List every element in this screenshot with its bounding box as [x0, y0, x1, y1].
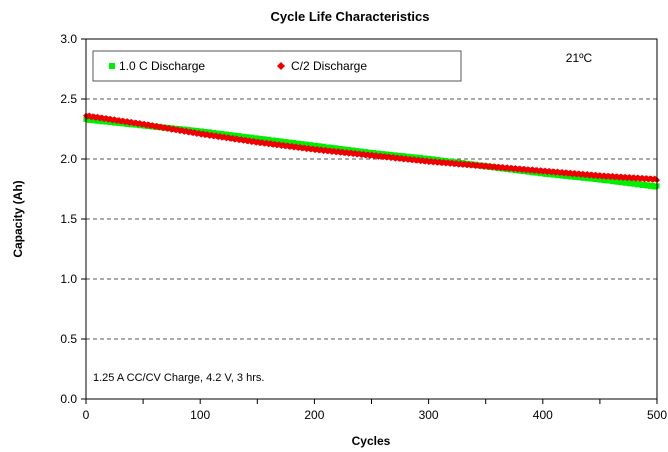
legend: 1.0 C Discharge C/2 Discharge [92, 50, 462, 82]
gridlines [86, 98, 657, 340]
temperature-annotation: 21ºC [566, 51, 593, 65]
x-axis-label: Cycles [352, 434, 391, 448]
y-tick-label: 3.0 [60, 32, 77, 46]
x-tick-label: 500 [647, 408, 667, 422]
legend-marker-1c-discharge [109, 63, 115, 69]
y-tick-label: 0.0 [60, 392, 77, 406]
x-tick-label: 400 [533, 408, 553, 422]
x-tick-label: 100 [190, 408, 210, 422]
charge-condition-annotation: 1.25 A CC/CV Charge, 4.2 V, 3 hrs. [93, 372, 264, 384]
axis-ticks: 0.0 0.5 1.0 1.5 2.0 2.5 3.0 0 100 200 300 400 500 [60, 32, 667, 422]
legend-marker-c2-discharge [277, 62, 285, 70]
y-tick-label: 0.5 [60, 332, 77, 346]
series-layer [83, 112, 660, 190]
y-tick-label: 2.0 [60, 152, 77, 166]
legend-label-1c-discharge: 1.0 C Discharge [119, 59, 205, 73]
legend-label-c2-discharge: C/2 Discharge [291, 59, 367, 73]
x-tick-label: 300 [419, 408, 439, 422]
y-tick-label: 1.5 [60, 212, 77, 226]
chart-title: Cycle Life Characteristics [271, 9, 430, 24]
y-tick-label: 2.5 [60, 92, 77, 106]
y-axis-label: Capacity (Ah) [11, 180, 25, 257]
x-tick-label: 0 [83, 408, 90, 422]
x-tick-label: 200 [304, 408, 324, 422]
series-c2-discharge [83, 112, 660, 184]
y-tick-label: 1.0 [60, 272, 77, 286]
